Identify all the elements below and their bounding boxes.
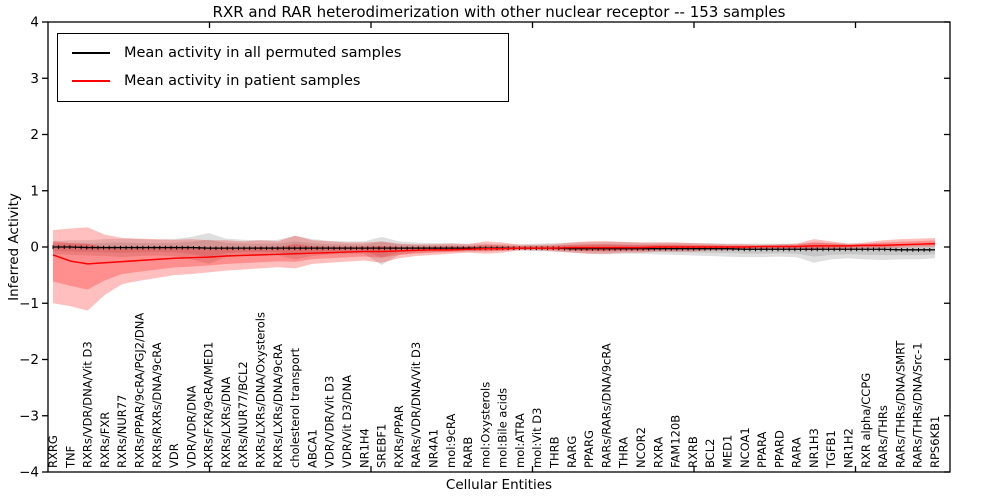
x-category-label: mol:Bile acids xyxy=(496,388,510,468)
x-category-label: RARB xyxy=(461,437,475,468)
x-category-label: RARs/THRs/DNA/SMRT xyxy=(893,340,907,468)
x-category-label: RXRs/FXR xyxy=(98,412,112,468)
permuted-line-swatch xyxy=(72,52,110,54)
x-category-label: NCOA1 xyxy=(738,427,752,468)
x-category-label: NR1H2 xyxy=(842,428,856,468)
x-category-label: RXRs/FXR/9cRA/MED1 xyxy=(202,342,216,468)
y-tick-label: 0 xyxy=(30,240,39,256)
x-category-label: RXRs/PPAR/9cRA/PGJ2/DNA xyxy=(132,313,146,468)
x-category-label: RXRA xyxy=(651,437,665,468)
x-category-label: RXRs/LXRs/DNA/Oxysterols xyxy=(254,312,268,468)
x-category-label: BCL2 xyxy=(703,439,717,468)
x-category-label: VDR/VDR/Vit D3 xyxy=(323,376,337,468)
x-category-label: THRB xyxy=(548,436,562,469)
y-tick-label: −2 xyxy=(19,352,39,368)
x-category-label: RXRs/NUR77/BCL2 xyxy=(236,361,250,468)
patient-band-outer xyxy=(53,227,935,311)
x-category-label: RXRs/NUR77 xyxy=(115,395,129,468)
patient-mean-line xyxy=(52,242,936,265)
x-category-label: RARs/THRs/DNA/Src-1 xyxy=(911,342,925,468)
x-category-label: RARG xyxy=(565,436,579,468)
x-category-label: TNF xyxy=(63,446,77,469)
x-category-label: THRA xyxy=(617,437,631,469)
x-category-label: NR4A1 xyxy=(426,429,440,468)
patient-band-inner xyxy=(53,240,935,290)
legend-entry-patient: Mean activity in patient samples xyxy=(58,67,508,95)
legend-entry-permuted: Mean activity in all permuted samples xyxy=(58,39,508,67)
x-category-label: TGFB1 xyxy=(824,430,838,469)
x-category-label: mol:9cRA xyxy=(444,414,458,468)
x-category-label: RXRB xyxy=(686,436,700,468)
y-tick-label: −3 xyxy=(19,408,39,424)
x-category-label: NR1H3 xyxy=(807,428,821,468)
x-category-label: RARs/RARs/DNA/9cRA xyxy=(599,343,613,468)
legend-label-permuted: Mean activity in all permuted samples xyxy=(124,45,402,61)
x-category-label: mol:ATRA xyxy=(513,413,527,468)
x-category-label: VDR xyxy=(167,443,181,468)
chart-title: RXR and RAR heterodimerization with othe… xyxy=(212,3,786,21)
x-category-label: RXRs/PPAR xyxy=(392,405,406,468)
y-tick-label: −1 xyxy=(19,296,39,312)
y-tick-label: 3 xyxy=(30,71,39,87)
y-axis-label: Inferred Activity xyxy=(6,193,22,301)
x-category-label: MED1 xyxy=(720,435,734,468)
x-category-label: RXRs/LXRs/DNA xyxy=(219,377,233,468)
x-category-label: RARs/VDR/DNA/Vit D3 xyxy=(409,342,423,468)
x-category-label: RXR alpha/CCPG xyxy=(859,373,873,468)
x-category-label: SREBF1 xyxy=(375,424,389,468)
x-category-label: PPARG xyxy=(582,430,596,468)
x-category-label: VDR/VDR/DNA xyxy=(184,385,198,468)
x-category-label: PPARD xyxy=(772,430,786,468)
x-category-label: RXRs/VDR/DNA/Vit D3 xyxy=(81,341,95,468)
x-category-label: PPARA xyxy=(755,431,769,468)
y-tick-label: −4 xyxy=(19,465,39,481)
patient-line-swatch xyxy=(72,80,110,82)
x-category-label: RARA xyxy=(790,437,804,468)
x-category-label: FAM120B xyxy=(669,415,683,468)
x-category-label: RXRs/LXRs/DNA/9cRA xyxy=(271,344,285,468)
y-tick-label: 1 xyxy=(30,183,39,199)
x-category-label: cholesterol transport xyxy=(288,348,302,468)
x-category-label: RXRs/RXRs/DNA/9cRA xyxy=(150,342,164,468)
x-category-label: mol:Vit D3 xyxy=(530,408,544,468)
x-category-label: RPS6KB1 xyxy=(928,416,942,468)
y-tick-label: 4 xyxy=(30,15,39,31)
legend-label-patient: Mean activity in patient samples xyxy=(124,73,361,89)
x-category-label: NCOR2 xyxy=(634,427,648,468)
legend: Mean activity in all permuted samples Me… xyxy=(57,33,509,102)
x-category-label: RXRG xyxy=(46,435,60,468)
x-category-label: mol:Oxysterols xyxy=(478,382,492,468)
y-tick-label: 2 xyxy=(30,127,39,143)
x-category-label: VDR/Vit D3/DNA xyxy=(340,375,354,468)
x-category-label: RARs/THRs xyxy=(876,405,890,468)
x-category-label: NR1H4 xyxy=(357,428,371,468)
x-category-label: ABCA1 xyxy=(305,429,319,468)
x-axis-label: Cellular Entities xyxy=(445,477,553,493)
